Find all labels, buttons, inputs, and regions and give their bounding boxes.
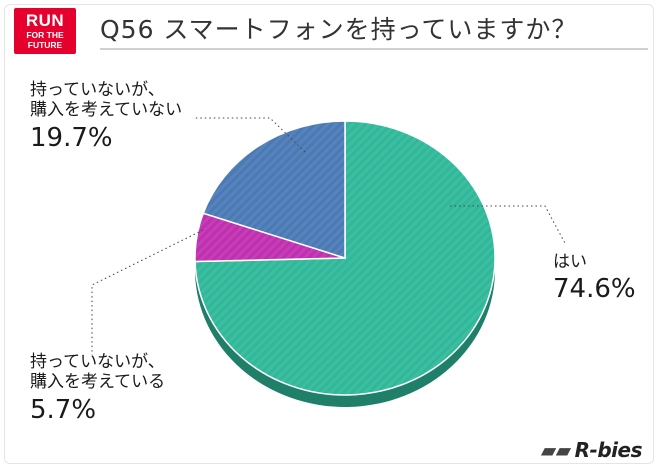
label-considering-percent: 5.7% — [30, 394, 97, 425]
r-bies-watermark: ▰▰ R-bies — [540, 438, 643, 462]
logo-line-3: FUTURE — [27, 39, 63, 50]
run-for-the-future-logo: RUN FOR THE FUTURE — [14, 8, 76, 54]
chart-title: Q56 スマートフォンを持っていますか？ — [100, 15, 578, 44]
pie-slice-texture-considering — [195, 213, 345, 262]
title-divider — [100, 48, 648, 50]
watermark-text: R-bies — [574, 438, 643, 462]
label-not-considering-line2: 購入を考えていない — [30, 100, 183, 121]
pie-slice-texture-not-considering — [203, 120, 345, 258]
label-not-considering-percent: 19.7% — [30, 122, 113, 153]
r-bies-logo-icon: ▰▰ — [540, 438, 571, 462]
label-yes-percent: 74.6% — [553, 274, 636, 305]
label-considering-line2: 購入を考えている — [30, 372, 166, 393]
chart-frame — [4, 4, 654, 464]
label-not-considering-line1: 持っていないが、 — [30, 80, 165, 100]
label-yes: はい 74.6% — [553, 252, 636, 306]
pie-slice-texture-yes — [195, 121, 496, 395]
logo-line-1: RUN — [25, 11, 65, 30]
label-considering: 持っていないが、 購入を考えている 5.7% — [30, 352, 165, 426]
label-considering-line1: 持っていないが、 — [30, 352, 165, 372]
leader-line-not-considering — [193, 117, 306, 153]
leader-line-considering — [91, 229, 204, 355]
leader-lines — [91, 117, 567, 355]
label-yes-text: はい — [553, 252, 587, 272]
pie-hatch-overlay — [195, 120, 496, 395]
logo-line-2: FOR THE — [26, 30, 64, 40]
leader-line-yes — [450, 205, 567, 246]
label-not-considering: 持っていないが、 購入を考えていない 19.7% — [30, 80, 182, 154]
